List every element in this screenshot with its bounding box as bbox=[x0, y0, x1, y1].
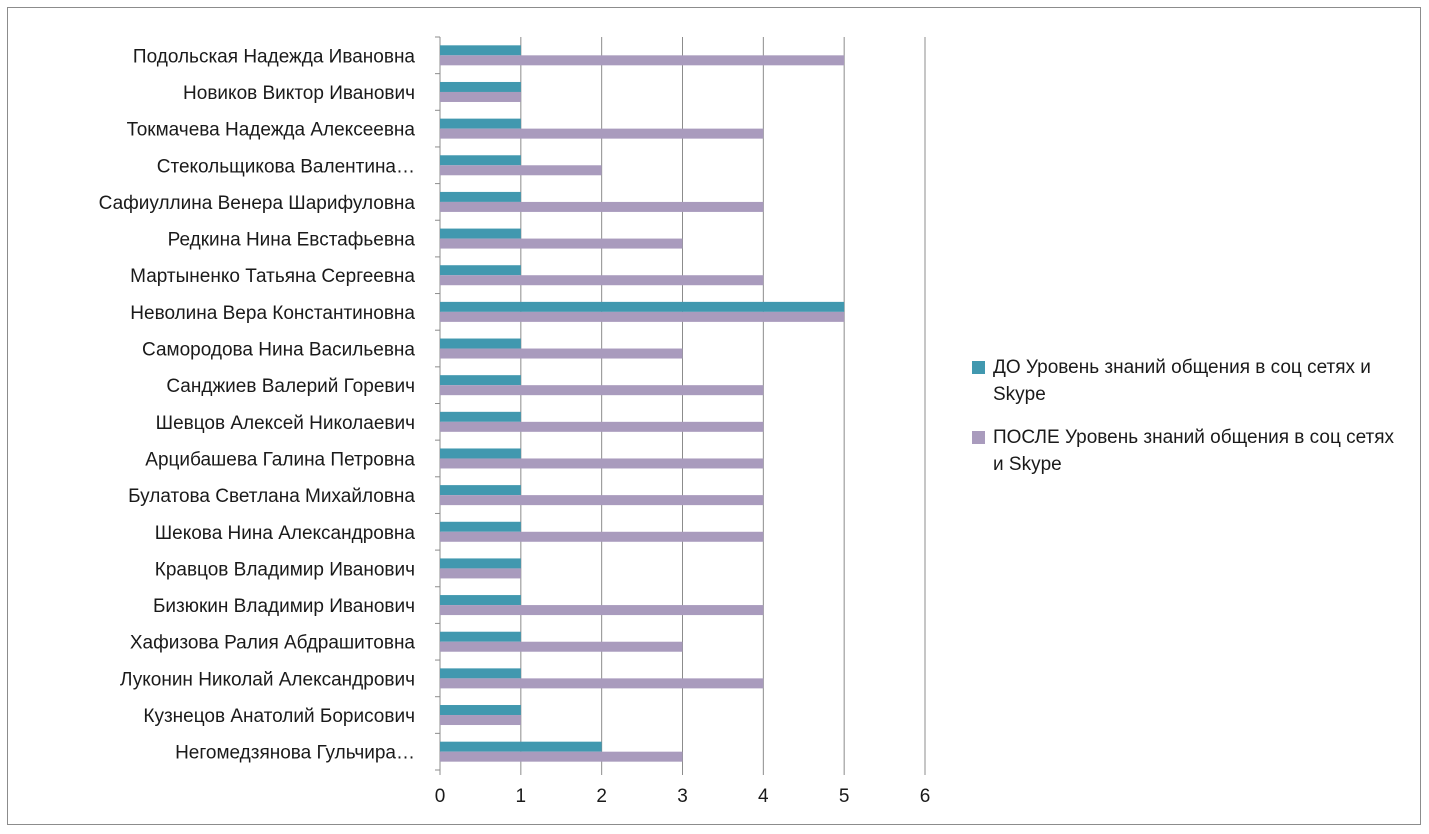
bar-before bbox=[440, 631, 521, 642]
category-label: Шевцов Алексей Николаевич bbox=[156, 413, 415, 434]
bar-after bbox=[440, 495, 764, 506]
legend: ДО Уровень знаний общения в соц сетях и … bbox=[972, 354, 1402, 494]
bar-before bbox=[440, 155, 521, 166]
bar-before bbox=[440, 705, 521, 716]
bar-after bbox=[440, 128, 764, 139]
x-tick-label: 2 bbox=[596, 786, 607, 807]
bar-after bbox=[440, 201, 764, 212]
bar-after bbox=[440, 348, 683, 359]
category-label: Арцибашева Галина Петровна bbox=[145, 449, 415, 470]
bar-after bbox=[440, 568, 521, 579]
x-tick-label: 3 bbox=[677, 786, 688, 807]
category-label: Луконин Николай Александрович bbox=[120, 669, 415, 690]
x-tick-label: 5 bbox=[839, 786, 850, 807]
bar-after bbox=[440, 165, 602, 176]
category-label: Бизюкин Владимир Иванович bbox=[153, 596, 415, 617]
legend-label-before: ДО Уровень знаний общения в соц сетях и … bbox=[993, 357, 1371, 405]
bar-before bbox=[440, 301, 845, 312]
bar-after bbox=[440, 238, 683, 249]
bar-after bbox=[440, 91, 521, 102]
bar-before bbox=[440, 448, 521, 459]
bar-after bbox=[440, 311, 845, 322]
category-label: Мартыненко Татьяна Сергеевна bbox=[130, 266, 415, 287]
bar-before bbox=[440, 375, 521, 386]
category-label: Булатова Светлана Михайловна bbox=[128, 486, 415, 507]
bar-after bbox=[440, 55, 845, 66]
bar-before bbox=[440, 81, 521, 92]
x-tick-label: 0 bbox=[435, 786, 446, 807]
bar-before bbox=[440, 558, 521, 569]
bar-after bbox=[440, 605, 764, 616]
bar-before bbox=[440, 521, 521, 532]
category-label: Самородова Нина Васильевна bbox=[142, 340, 415, 361]
x-tick-label: 6 bbox=[920, 786, 931, 807]
legend-item-before: ДО Уровень знаний общения в соц сетях и … bbox=[972, 354, 1402, 408]
bar-after bbox=[440, 751, 683, 762]
bar-after bbox=[440, 715, 521, 726]
bar-before bbox=[440, 228, 521, 239]
category-label: Новиков Виктор Иванович bbox=[183, 83, 415, 104]
bar-before bbox=[440, 485, 521, 496]
category-label: Стекольщикова Валентина… bbox=[157, 156, 415, 177]
category-label: Кузнецов Анатолий Борисович bbox=[143, 706, 415, 727]
category-label: Токмачева Надежда Алексеевна bbox=[127, 120, 416, 141]
bar-before bbox=[440, 411, 521, 422]
bar-after bbox=[440, 641, 683, 652]
category-label: Неволина Вера Константиновна bbox=[130, 303, 415, 324]
category-label: Кравцов Владимир Иванович bbox=[155, 559, 415, 580]
x-tick-label: 4 bbox=[758, 786, 769, 807]
legend-swatch-before bbox=[972, 361, 985, 374]
category-label: Хафизова Ралия Абдрашитовна bbox=[130, 633, 416, 654]
category-label: Негомедзянова Гульчира… bbox=[175, 743, 415, 764]
chart-frame bbox=[7, 7, 1421, 825]
bar-before bbox=[440, 668, 521, 679]
bar-before bbox=[440, 338, 521, 349]
bar-before bbox=[440, 595, 521, 606]
legend-item-after: ПОСЛЕ Уровень знаний общения в соц сетях… bbox=[972, 424, 1402, 478]
bar-before bbox=[440, 741, 602, 752]
x-tick-label: 1 bbox=[516, 786, 527, 807]
bar-after bbox=[440, 678, 764, 689]
category-label: Сафиуллина Венера Шарифуловна bbox=[99, 193, 416, 214]
bar-after bbox=[440, 385, 764, 396]
category-label: Редкина Нина Евстафьевна bbox=[168, 230, 416, 251]
category-label: Санджиев Валерий Горевич bbox=[166, 376, 415, 397]
bar-before bbox=[440, 191, 521, 202]
legend-label-after: ПОСЛЕ Уровень знаний общения в соц сетях… bbox=[993, 427, 1395, 475]
category-label: Шекова Нина Александровна bbox=[155, 523, 416, 544]
bar-before bbox=[440, 265, 521, 276]
bar-after bbox=[440, 531, 764, 542]
legend-swatch-after bbox=[972, 431, 985, 444]
category-label: Подольская Надежда Ивановна bbox=[133, 46, 416, 67]
bar-after bbox=[440, 421, 764, 432]
bar-after bbox=[440, 275, 764, 286]
bar-before bbox=[440, 45, 521, 56]
bar-before bbox=[440, 118, 521, 129]
bar-after bbox=[440, 458, 764, 469]
